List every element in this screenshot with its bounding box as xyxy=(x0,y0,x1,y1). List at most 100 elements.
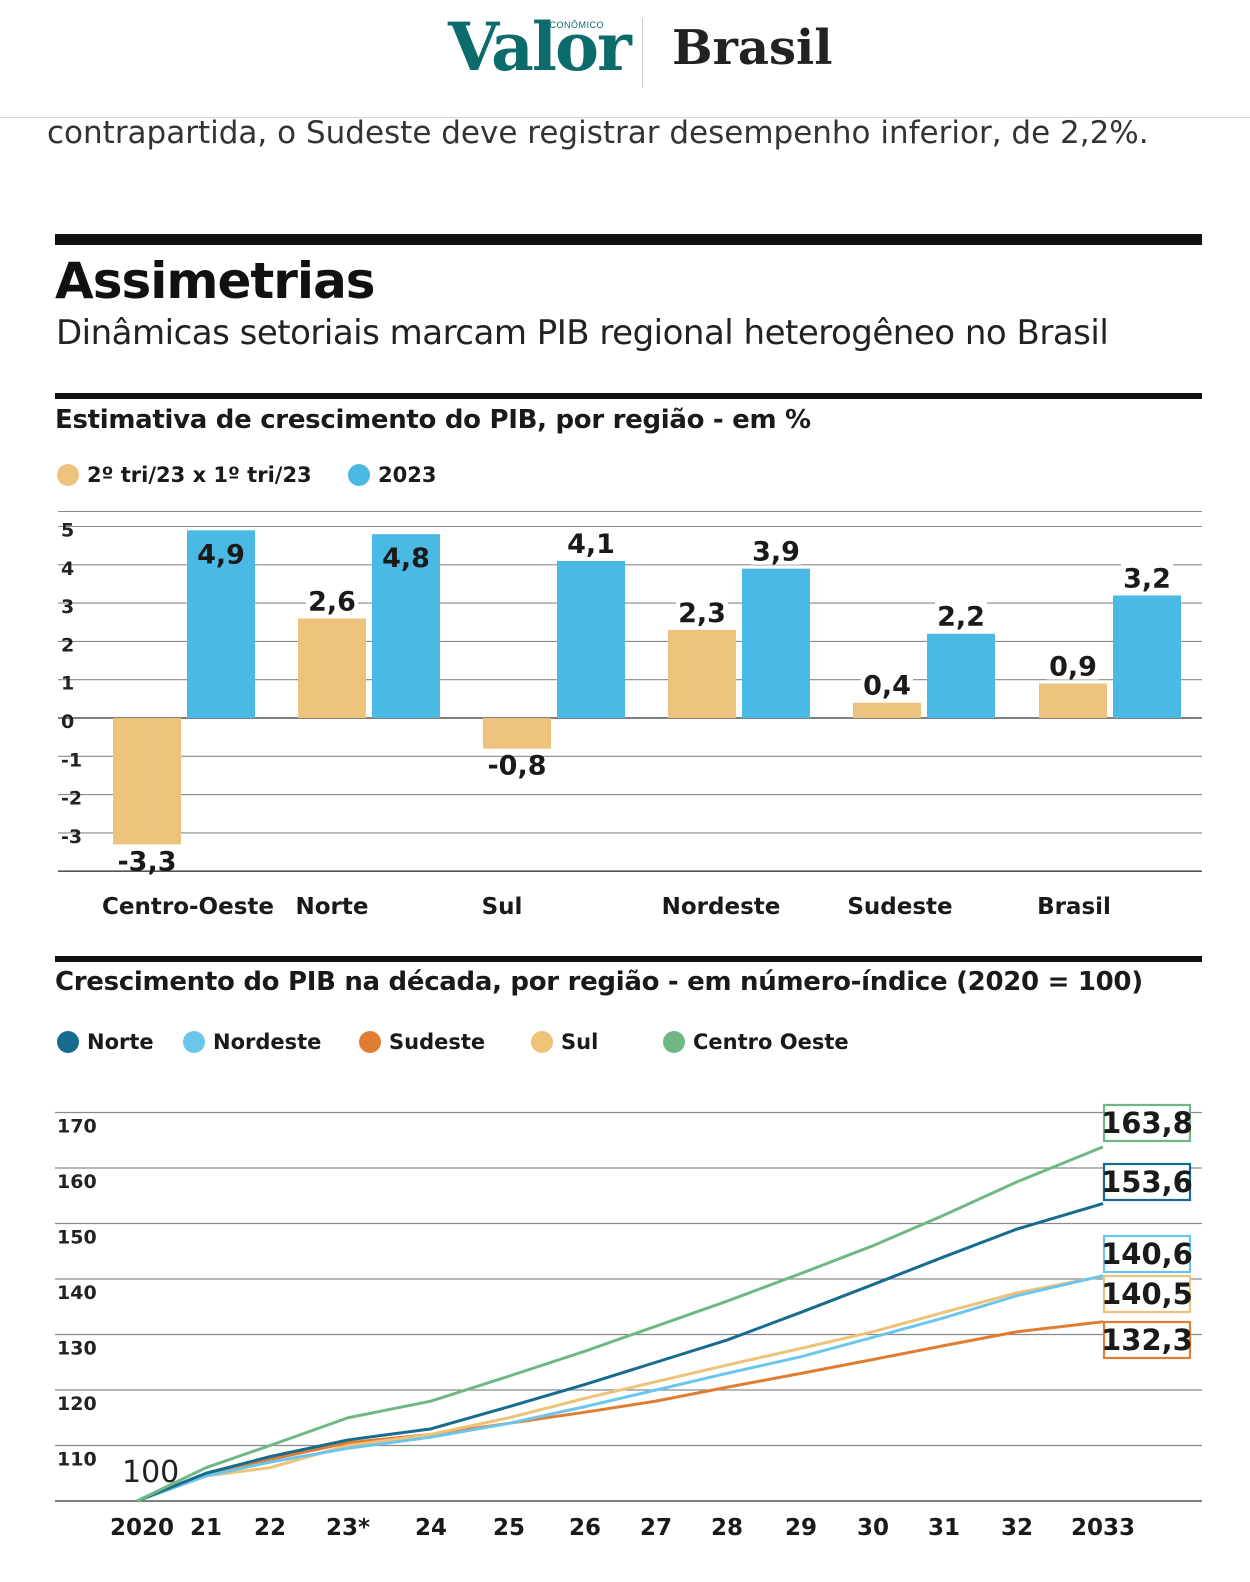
y-tick-label: -2 xyxy=(61,788,82,810)
legend-label: Sul xyxy=(561,1030,599,1054)
bar xyxy=(483,718,551,749)
x-category-label: Brasil xyxy=(1037,894,1111,920)
bar xyxy=(927,633,995,718)
end-value-label: 140,5 xyxy=(1101,1277,1193,1311)
y-tick-label: 1 xyxy=(61,673,74,695)
valor-logo[interactable]: Valor xyxy=(448,8,632,86)
legend-label: 2023 xyxy=(378,463,437,487)
data-label-backing xyxy=(1121,563,1173,592)
bar xyxy=(187,530,255,718)
data-label: 2,3 xyxy=(678,598,726,629)
site-header: Valor ECONÔMICO Brasil xyxy=(0,0,1250,118)
data-label-backing xyxy=(1047,651,1099,680)
bar-legend-item-year: 2023 xyxy=(348,463,436,487)
data-label-backing xyxy=(750,536,802,565)
series-line xyxy=(136,1202,1104,1503)
y-tick-label: 130 xyxy=(57,1338,97,1360)
data-label-backing xyxy=(676,597,728,626)
legend-label: Norte xyxy=(87,1030,154,1054)
x-tick-label: 22 xyxy=(254,1515,286,1541)
x-category-label: Sudeste xyxy=(847,894,952,920)
x-tick-label: 2033 xyxy=(1071,1515,1135,1541)
data-label: 3,9 xyxy=(752,537,800,568)
top-rule xyxy=(55,234,1202,245)
x-tick-label: 27 xyxy=(640,1515,672,1541)
end-value-label: 132,3 xyxy=(1101,1323,1193,1357)
x-category-label: Nordeste xyxy=(662,894,781,920)
end-value-box xyxy=(1102,1274,1192,1314)
line-legend-item-nordeste: Nordeste xyxy=(183,1030,321,1054)
data-label-backing xyxy=(861,670,913,699)
y-tick-label: 170 xyxy=(57,1116,97,1138)
data-label: 2,2 xyxy=(937,602,985,633)
y-tick-label: 5 xyxy=(61,520,74,542)
article-text: contrapartida, o Sudeste deve registrar … xyxy=(47,115,1149,151)
data-label-backing xyxy=(306,586,358,615)
x-tick-label: 25 xyxy=(493,1515,525,1541)
legend-label: Centro Oeste xyxy=(693,1030,849,1054)
end-value-label: 153,6 xyxy=(1101,1165,1193,1199)
legend-dot-icon xyxy=(183,1031,205,1053)
line-chart-rule xyxy=(55,956,1202,962)
infographic-title: Assimetrias xyxy=(55,252,376,310)
series-line xyxy=(136,1145,1104,1503)
data-label: 4,9 xyxy=(197,539,245,570)
data-label: 0,9 xyxy=(1049,652,1097,683)
bar-chart-rule xyxy=(55,393,1202,399)
y-tick-label: 4 xyxy=(61,558,74,580)
y-tick-label: 120 xyxy=(57,1393,97,1415)
data-label: -0,8 xyxy=(487,751,546,782)
bar xyxy=(113,718,181,845)
legend-dot-icon xyxy=(57,1031,79,1053)
x-category-label: Centro-Oeste xyxy=(102,894,274,920)
y-tick-label: 160 xyxy=(57,1171,97,1193)
section-title[interactable]: Brasil xyxy=(672,20,833,76)
bar xyxy=(557,560,625,718)
header-divider xyxy=(642,18,643,88)
data-label: 0,4 xyxy=(863,671,911,702)
legend-dot-icon xyxy=(359,1031,381,1053)
bar-legend-item-quarter: 2º tri/23 x 1º tri/23 xyxy=(57,463,312,487)
line-chart: 170 160 150 140 130 120 110 2020 21 22 23* 24 25 26 27… xyxy=(55,1103,1202,1541)
legend-dot-icon xyxy=(348,464,370,486)
bar xyxy=(742,568,810,718)
legend-dot-icon xyxy=(57,464,79,486)
end-value-box xyxy=(1102,1234,1192,1274)
data-label-backing xyxy=(565,528,617,557)
bar xyxy=(1039,683,1107,718)
x-tick-label: 26 xyxy=(569,1515,601,1541)
infographic-subtitle: Dinâmicas setoriais marcam PIB regional … xyxy=(56,313,1109,353)
line-legend-item-centro-oeste: Centro Oeste xyxy=(663,1030,849,1054)
series-line xyxy=(136,1320,1104,1503)
x-tick-label: 31 xyxy=(928,1515,960,1541)
x-tick-label: 24 xyxy=(415,1515,447,1541)
x-tick-label: 2020 xyxy=(110,1515,174,1541)
y-tick-label: 140 xyxy=(57,1282,97,1304)
line-legend-item-norte: Norte xyxy=(57,1030,154,1054)
x-tick-label: 29 xyxy=(785,1515,817,1541)
y-tick-label: -3 xyxy=(61,826,82,848)
data-label: 4,8 xyxy=(382,543,430,574)
end-value-box xyxy=(1102,1162,1192,1202)
end-value-box xyxy=(1102,1320,1192,1360)
x-tick-label: 30 xyxy=(857,1515,889,1541)
bar xyxy=(372,534,440,718)
data-label: 3,2 xyxy=(1123,563,1171,594)
y-tick-label: 3 xyxy=(61,596,74,618)
data-label: 4,1 xyxy=(567,529,615,560)
bar-chart: 5 4 3 2 1 0 -1 -2 -3 -3,3 4,9 Centro-Oeste 2,6 4,8 Nor… xyxy=(58,510,1202,920)
end-value-label: 140,6 xyxy=(1101,1237,1193,1271)
x-category-label: Norte xyxy=(296,894,369,920)
legend-label: Nordeste xyxy=(213,1030,322,1054)
line-legend-item-sudeste: Sudeste xyxy=(359,1030,485,1054)
bar xyxy=(1113,595,1181,718)
bar-chart-title: Estimativa de crescimento do PIB, por re… xyxy=(55,405,811,435)
end-value-label: 163,8 xyxy=(1101,1106,1193,1140)
bar xyxy=(298,618,366,718)
bar xyxy=(668,629,736,718)
end-value-box xyxy=(1102,1103,1192,1143)
y-tick-label: 110 xyxy=(57,1449,97,1471)
legend-dot-icon xyxy=(663,1031,685,1053)
y-tick-label: 150 xyxy=(57,1227,97,1249)
legend-label: 2º tri/23 x 1º tri/23 xyxy=(87,463,312,487)
